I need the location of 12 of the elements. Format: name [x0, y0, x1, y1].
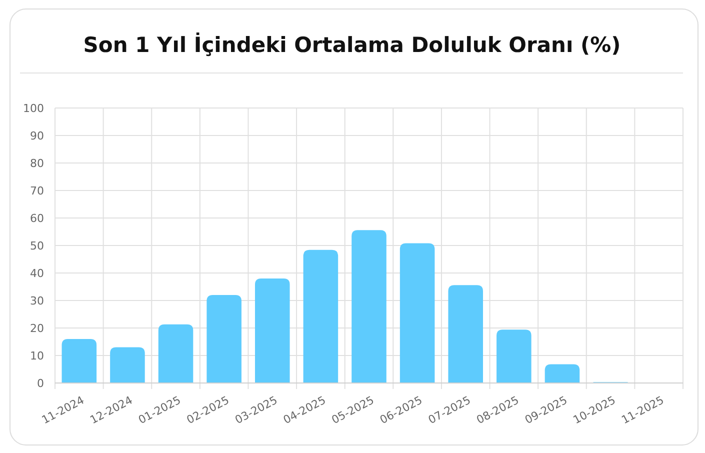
y-tick-label: 30 — [30, 294, 44, 308]
y-tick-label: 80 — [30, 156, 44, 170]
y-tick-label: 0 — [37, 376, 44, 390]
y-tick-label: 40 — [30, 266, 44, 280]
y-tick-label: 50 — [30, 239, 44, 252]
y-tick-label: 60 — [30, 212, 44, 225]
y-tick-label: 70 — [30, 184, 44, 198]
y-tick-label: 90 — [30, 129, 44, 142]
y-tick-label: 100 — [23, 102, 44, 115]
chart-title: Son 1 Yıl İçindeki Ortalama Doluluk Oranı (%) — [83, 32, 621, 57]
y-tick-label: 10 — [30, 349, 44, 362]
y-tick-label: 20 — [30, 322, 44, 335]
